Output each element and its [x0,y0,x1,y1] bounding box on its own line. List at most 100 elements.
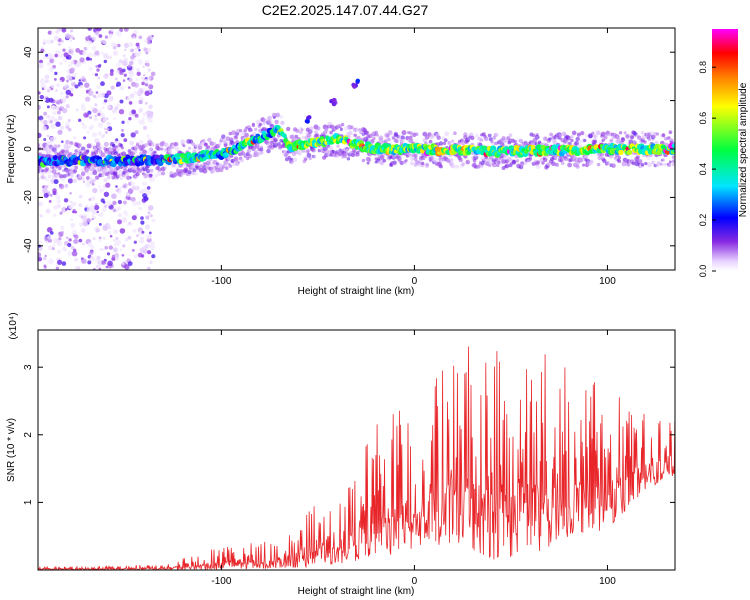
spectral-halo-cell [280,120,285,126]
spectral-noise-cell [116,81,122,87]
spectral-halo-cell [173,172,178,177]
spectral-halo-cell [167,148,173,154]
spectral-halo-cell [97,149,102,153]
spectral-halo-cell [611,163,616,168]
spectral-noise-cell [56,110,61,115]
spectral-noise-cell [52,243,55,247]
spectral-noise-cell [39,240,42,244]
spectral-noise-cell [104,35,109,39]
spectral-halo-cell [244,132,249,138]
spectral-noise-cell [119,28,123,33]
spectral-halo-cell [74,152,78,157]
spectral-noise-cell [48,67,55,73]
spectral-noise-cell [108,245,114,250]
spectral-noise-cell [96,255,101,260]
spectral-noise-cell [132,228,137,233]
spectral-halo-cell [596,130,601,136]
spectral-halo-cell [299,130,303,135]
spectral-noise-cell [109,35,112,39]
spectral-noise-cell [52,136,57,141]
spectral-noise-cell [105,182,111,188]
spectral-halo-cell [567,162,572,168]
spectral-halo-cell [475,133,479,138]
spectral-halo-cell [225,136,231,142]
spectral-noise-cell [94,138,100,144]
spectral-halo-cell [247,153,253,159]
spectral-noise-cell [49,58,55,64]
spectral-noise-cell [100,81,105,87]
spectral-noise-cell [128,64,132,68]
spectral-halo-cell [496,163,500,167]
spectral-noise-cell [97,122,104,128]
spectral-noise-cell [108,226,112,230]
snr-ytick-label: 3 [23,364,34,370]
spectral-halo-cell [142,149,148,155]
spectral-halo-cell [414,132,419,136]
spectral-noise-cell [103,178,108,183]
spectral-halo-cell [246,148,251,154]
spectral-noise-cell [128,101,133,105]
spectral-halo-cell [47,174,52,179]
spectral-noise-cell [69,192,72,195]
colorbar-gradient [712,29,738,271]
spectrogram-xtick-label: 0 [412,276,418,287]
spectral-halo-cell [575,164,580,169]
spectral-noise-cell [57,42,62,47]
spectral-noise-cell [146,37,151,42]
spectral-noise-cell [76,61,82,67]
spectral-halo-cell [659,162,663,166]
spectral-halo-cell [198,164,204,170]
spectral-halo-cell [422,156,426,160]
spectral-halo-cell [494,132,499,137]
spectral-halo-cell [149,168,154,173]
spectral-noise-cell [72,210,75,214]
spectral-halo-cell [193,171,198,176]
spectral-noise-cell [73,238,79,244]
spectral-noise-cell [39,94,44,100]
spectral-noise-cell [126,258,130,262]
spectral-halo-cell [125,172,129,176]
spectral-noise-cell [67,63,72,68]
spectral-noise-cell [144,83,149,87]
colorbar-tick-label: 0.2 [698,214,708,227]
spectral-noise-cell [65,184,68,187]
spectral-noise-cell [141,117,145,121]
spectral-halo-cell [269,124,275,129]
spectral-noise-cell [122,210,128,216]
spectral-noise-cell [45,208,51,214]
spectral-halo-cell [105,171,110,177]
spectral-noise-cell [71,246,75,250]
spectral-noise-cell [42,39,47,44]
snr-xtick-label: 100 [599,576,616,587]
spectral-noise-cell [46,178,50,182]
spectral-noise-cell [127,97,131,102]
spectral-noise-cell [146,234,152,240]
spectral-halo-cell [229,137,234,142]
spectral-noise-cell [127,261,133,266]
spectral-noise-cell [78,79,81,82]
spectral-noise-cell [42,256,47,261]
spectral-noise-cell [96,210,99,214]
spectral-halo-cell [353,133,357,137]
spectral-halo-cell [77,143,82,148]
spectral-noise-cell [46,39,51,45]
colorbar-tick-label: 0.0 [698,265,708,278]
spectral-noise-cell [72,178,78,184]
spectral-noise-cell [89,250,94,256]
spectral-halo-cell [590,159,594,163]
spectral-noise-cell [123,28,129,32]
spectral-noise-cell [81,75,86,80]
spectral-noise-cell [38,132,42,138]
spectral-halo-cell [106,176,111,180]
spectral-halo-cell [101,174,105,178]
spectral-halo-cell [113,171,118,176]
spectral-noise-cell [92,187,98,194]
spectral-halo-cell [279,115,284,119]
spectral-halo-cell [570,138,574,143]
spectral-noise-cell [91,36,96,41]
spectral-halo-cell [583,155,588,160]
spectral-noise-cell [66,69,70,73]
colorbar: 0.0 0.2 0.4 0.6 0.8 Normalized spectral ampl… [698,29,749,277]
spectral-noise-cell [129,179,133,183]
spectrogram-ytick-label: 0 [23,146,34,152]
